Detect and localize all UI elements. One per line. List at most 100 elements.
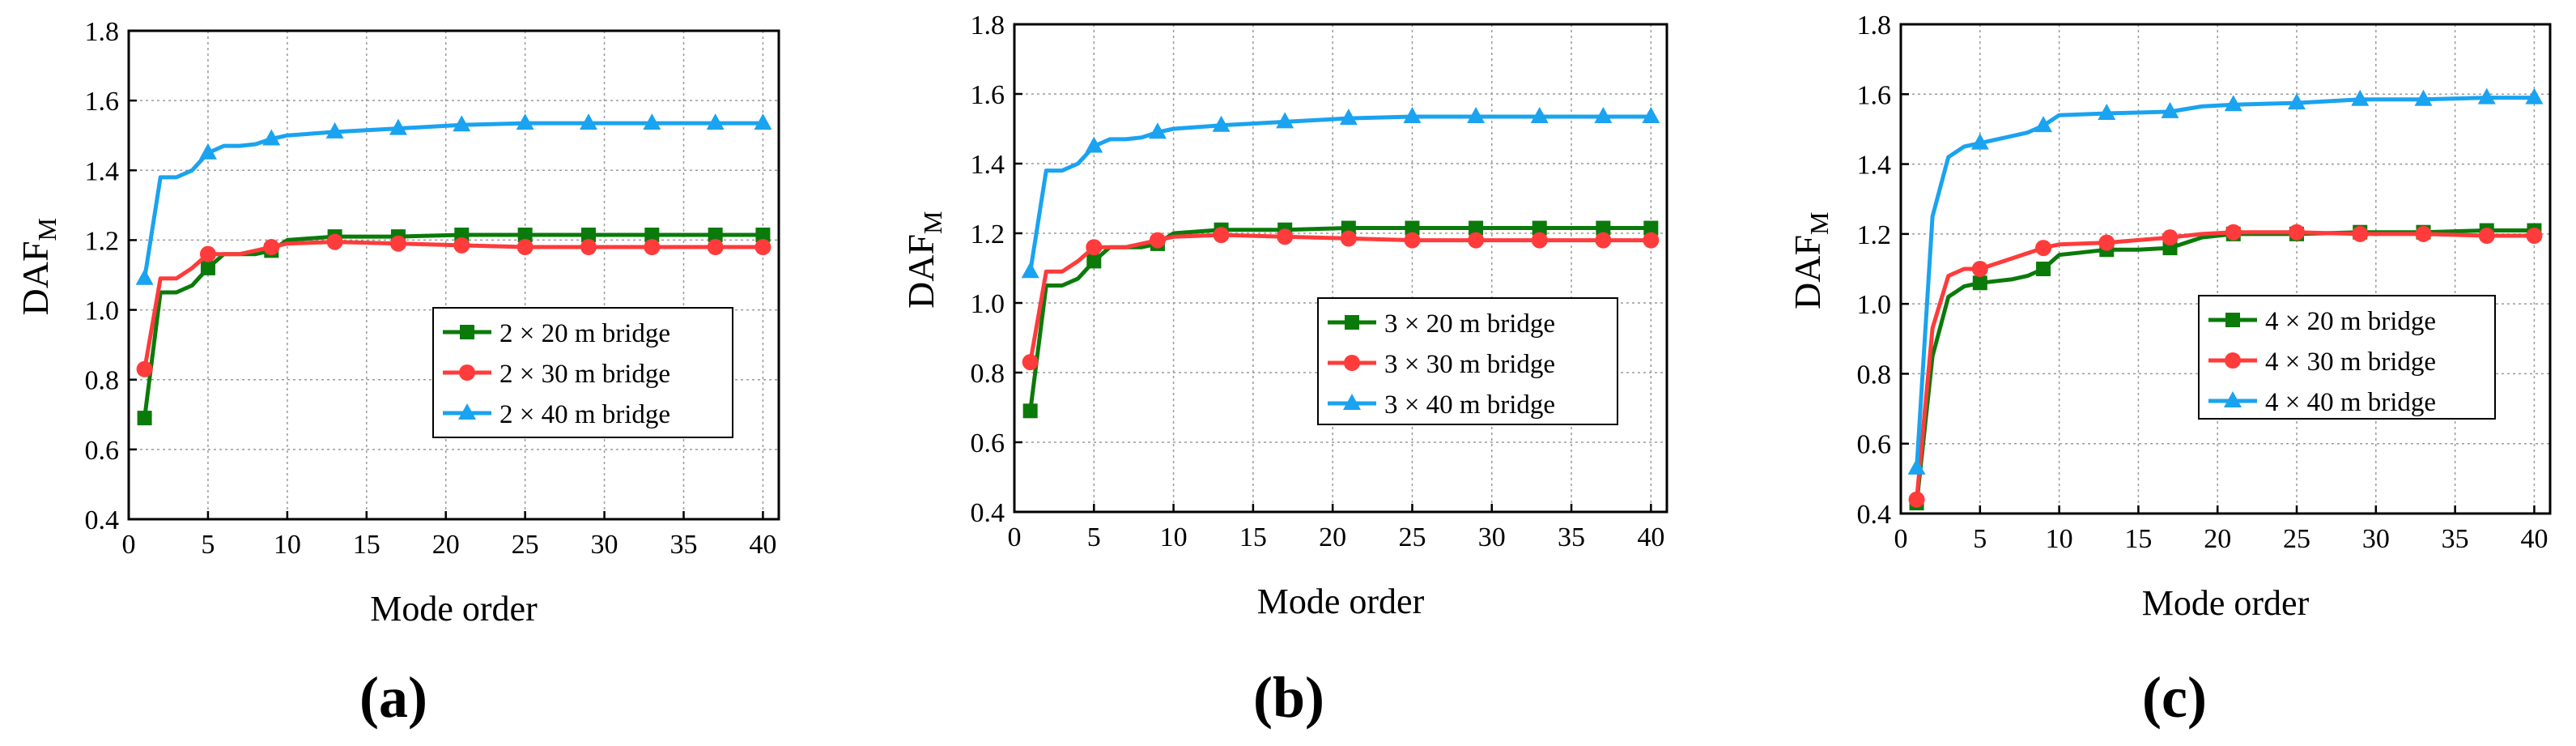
y-tick-label: 1.4	[85, 156, 120, 186]
legend-swatch-marker	[459, 364, 475, 381]
y-axis-label-subscript: M	[1804, 212, 1834, 235]
y-tick-label: 1.0	[1857, 290, 1892, 320]
y-tick-label: 1.0	[971, 289, 1005, 319]
series-line	[142, 240, 763, 370]
data-point	[644, 227, 660, 242]
plot-frame	[1013, 23, 1668, 514]
series-line	[1915, 96, 2535, 469]
series-2	[1022, 227, 1660, 371]
data-point	[755, 227, 771, 242]
data-point	[1643, 220, 1659, 236]
data-point	[580, 239, 597, 256]
data-point	[2352, 225, 2369, 242]
data-point	[1595, 232, 1612, 249]
data-point	[708, 227, 723, 242]
data-point	[263, 239, 280, 256]
y-tick-label: 1.8	[85, 17, 120, 47]
data-point	[1212, 115, 1231, 132]
y-tick-label: 1.6	[1857, 80, 1892, 110]
data-point	[1530, 106, 1549, 123]
y-tick-label: 0.6	[971, 428, 1005, 458]
data-point	[326, 233, 343, 250]
legend-box	[2198, 295, 2496, 420]
series-2	[1908, 224, 2543, 508]
x-tick-label: 20	[1319, 522, 1346, 552]
data-point	[2351, 89, 2370, 106]
x-tick-label: 0	[1894, 524, 1908, 554]
y-axis-label: DAFM	[15, 218, 62, 315]
data-point	[644, 239, 661, 256]
data-point	[200, 260, 215, 275]
data-point	[1276, 112, 1294, 129]
series-3	[1907, 87, 2544, 475]
y-tick-label: 0.4	[85, 505, 120, 535]
data-point	[453, 115, 471, 132]
legend-label: 4 × 20 m bridge	[2265, 307, 2436, 336]
legend-label: 3 × 40 m bridge	[1384, 390, 1555, 420]
data-point	[1971, 261, 1988, 277]
y-tick-label: 0.8	[971, 359, 1005, 389]
x-tick-label: 10	[2046, 524, 2073, 554]
data-point	[516, 113, 534, 130]
legend-label: 2 × 20 m bridge	[499, 319, 670, 348]
y-tick-label: 0.8	[1857, 360, 1892, 390]
x-tick-label: 10	[274, 530, 301, 560]
y-tick-label: 1.2	[971, 220, 1005, 249]
data-point	[1970, 133, 1989, 150]
data-point	[1022, 354, 1039, 371]
y-tick-label: 1.4	[1857, 151, 1892, 181]
legend-swatch-marker	[2224, 391, 2242, 407]
plot-frame	[1899, 23, 2552, 515]
data-point	[1642, 106, 1660, 123]
x-tick-label: 35	[2442, 524, 2469, 554]
data-point	[325, 121, 344, 139]
chart-panel-3: 0 5 10 15 20 25 30 35 40 0.4 0.6 0.8 1.0 1.2 1.4 1.6 1.8…	[1787, 11, 2552, 730]
y-tick-label: 1.6	[971, 80, 1005, 110]
data-point	[579, 113, 597, 130]
x-axis-label: Mode order	[1257, 582, 1425, 621]
panel-label: (b)	[1253, 665, 1324, 730]
legend-swatch-marker	[1345, 315, 1359, 330]
data-point	[1405, 220, 1420, 236]
data-point	[1340, 230, 1357, 247]
x-tick-label: 25	[1398, 522, 1426, 552]
data-point	[1085, 136, 1103, 153]
data-point	[2525, 87, 2544, 104]
legend-label: 3 × 20 m bridge	[1384, 309, 1555, 339]
data-point	[1531, 232, 1548, 249]
data-point	[1403, 106, 1422, 123]
data-point	[2098, 104, 2116, 121]
x-tick-label: 35	[1558, 522, 1585, 552]
x-tick-label: 10	[1160, 522, 1188, 552]
x-tick-label: 20	[2204, 524, 2231, 554]
data-point	[1339, 109, 1358, 126]
data-point	[1907, 458, 1926, 475]
data-point	[1086, 254, 1102, 269]
x-tick-label: 40	[1637, 522, 1664, 552]
y-axis-label-main: DAF	[15, 241, 56, 315]
panel-label: (a)	[359, 665, 427, 730]
legend-label: 3 × 30 m bridge	[1384, 350, 1555, 379]
data-point	[1908, 491, 1925, 508]
legend-label: 4 × 30 m bridge	[2265, 347, 2436, 377]
series-line	[1028, 114, 1651, 272]
data-point	[136, 360, 153, 377]
data-point	[1532, 220, 1547, 236]
y-axis-label-subscript: M	[32, 218, 62, 241]
data-point	[2414, 89, 2433, 106]
data-point	[516, 239, 533, 256]
x-tick-label: 0	[1008, 522, 1022, 552]
data-point	[2224, 95, 2242, 112]
legend-swatch-marker	[2225, 352, 2241, 369]
legend-swatch-marker	[458, 403, 476, 420]
chart-panel-2: 0 5 10 15 20 25 30 35 40 0.4 0.6 0.8 1.0 1.2 1.4 1.6 1.8…	[900, 11, 1668, 730]
panel-label: (c)	[2142, 665, 2207, 730]
y-tick-label: 0.6	[85, 436, 120, 466]
data-point	[706, 113, 725, 130]
series-3	[135, 113, 772, 285]
data-point	[135, 268, 154, 285]
data-point	[2478, 228, 2495, 245]
x-tick-label: 35	[670, 530, 697, 560]
data-point	[1643, 232, 1660, 249]
